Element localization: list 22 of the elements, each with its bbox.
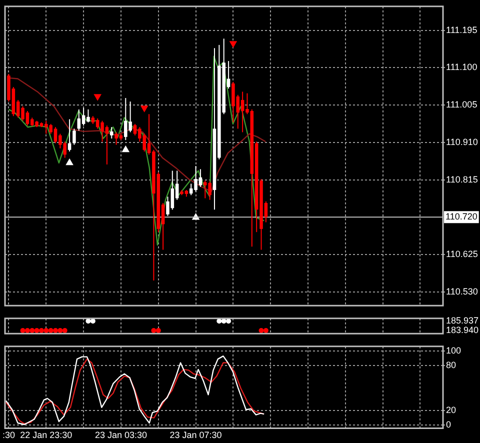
candlestick	[110, 126, 114, 140]
candlestick	[72, 128, 76, 146]
y-tick-label: 111.195	[446, 24, 478, 35]
y-tick-label: 110.530	[446, 286, 478, 296]
y-tick-label: 185.937	[446, 316, 479, 326]
x-tick-label: 22 Jan 23:30	[20, 430, 72, 440]
x-tick-label: 23 Jan 07:30	[170, 430, 222, 440]
y-tick-label: 183.940	[446, 325, 479, 336]
x-tick-label: :30	[2, 430, 15, 440]
candlestick	[68, 118, 72, 152]
x-tick-label: 23 Jan 03:30	[94, 430, 147, 440]
y-tick-label: 110.910	[446, 136, 478, 147]
y-tick-label: 111.100	[446, 62, 478, 72]
y-tick-label: 111.005	[446, 100, 478, 110]
y-tick-label: 100	[446, 345, 462, 356]
y-tick-label: 110.625	[446, 248, 478, 259]
y-tick-label: 80	[446, 360, 456, 370]
candlestick	[77, 108, 81, 132]
ref-line-label: 110.720	[446, 212, 478, 222]
y-tick-label: 110.815	[446, 174, 478, 184]
y-tick-label: 0	[446, 420, 452, 430]
y-tick-label: 20	[446, 404, 456, 415]
